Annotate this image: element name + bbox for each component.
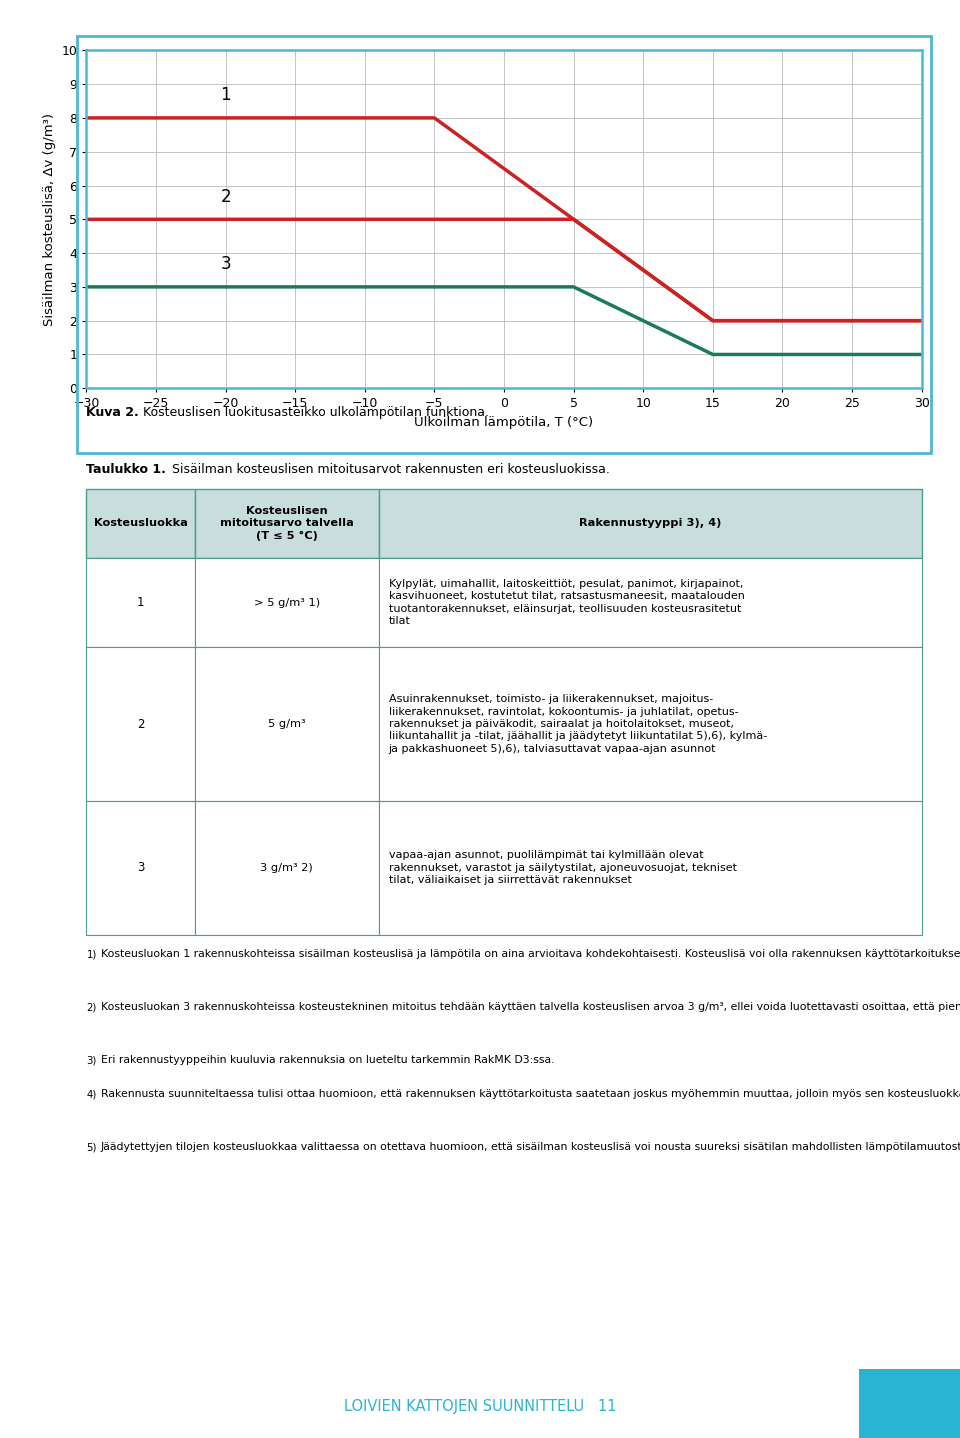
Text: Sisäilman kosteuslisen mitoitusarvot rakennusten eri kosteusluokissa.: Sisäilman kosteuslisen mitoitusarvot rak… [168, 463, 610, 476]
Text: 4): 4) [86, 1090, 97, 1099]
Bar [378, 558, 922, 647]
Text: Kuva 2.: Kuva 2. [86, 406, 139, 418]
Y-axis label: Sisäilman kosteuslisä, Δv (g/m³): Sisäilman kosteuslisä, Δv (g/m³) [43, 112, 56, 326]
Text: > 5 g/m³ 1): > 5 g/m³ 1) [253, 598, 320, 608]
Text: 3: 3 [137, 861, 144, 874]
X-axis label: Ulkoilman lämpötila, T (°C): Ulkoilman lämpötila, T (°C) [415, 416, 593, 429]
Bar [378, 801, 922, 935]
Text: Kosteuslisen
mitoitusarvo talvella
(T ≤ 5 °C): Kosteuslisen mitoitusarvo talvella (T ≤ … [220, 506, 354, 541]
Text: 2): 2) [86, 1002, 97, 1012]
Text: 3): 3) [86, 1055, 97, 1066]
Text: 5): 5) [86, 1142, 97, 1152]
Text: 3: 3 [220, 256, 231, 273]
Bar [86, 558, 195, 647]
Bar [195, 647, 378, 801]
Text: Asuinrakennukset, toimisto- ja liikerakennukset, majoitus-
liikerakennukset, rav: Asuinrakennukset, toimisto- ja liikerake… [389, 695, 767, 754]
Text: Eri rakennustyyppeihin kuuluvia rakennuksia on lueteltu tarkemmin RakMK D3:ssa.: Eri rakennustyyppeihin kuuluvia rakennuk… [101, 1055, 554, 1066]
Text: 3 g/m³ 2): 3 g/m³ 2) [260, 863, 313, 873]
Text: 1: 1 [220, 86, 231, 105]
Text: Rakennusta suunniteltaessa tulisi ottaa huomioon, että rakennuksen käyttötarkoit: Rakennusta suunniteltaessa tulisi ottaa … [101, 1090, 960, 1099]
Text: 2: 2 [137, 718, 144, 731]
Bar [86, 647, 195, 801]
Bar [195, 801, 378, 935]
Text: vapaa-ajan asunnot, puolilämpimät tai kylmillään olevat
rakennukset, varastot ja: vapaa-ajan asunnot, puolilämpimät tai ky… [389, 850, 736, 886]
Text: Taulukko 1.: Taulukko 1. [86, 463, 166, 476]
Text: Rakennustyyppi 3), 4): Rakennustyyppi 3), 4) [579, 519, 721, 529]
Text: 1): 1) [86, 949, 97, 959]
Text: 5 g/m³: 5 g/m³ [268, 719, 305, 729]
Bar [195, 558, 378, 647]
Bar [378, 647, 922, 801]
Text: Kosteusluokka: Kosteusluokka [94, 519, 187, 529]
Text: LOIVIEN KATTOJEN SUUNNITTELU   11: LOIVIEN KATTOJEN SUUNNITTELU 11 [344, 1399, 616, 1414]
Text: Kosteuslisen luokitusasteikko ulkolämpötilan funktiona.: Kosteuslisen luokitusasteikko ulkolämpöt… [139, 406, 490, 418]
Text: Kosteusluokan 1 rakennuskohteissa sisäilman kosteuslisä ja lämpötila on aina arv: Kosteusluokan 1 rakennuskohteissa sisäil… [101, 949, 960, 959]
Bar [86, 489, 195, 558]
Bar [195, 489, 378, 558]
Text: Kylpylät, uimahallit, laitoskeittiöt, pesulat, panimot, kirjapainot,
kasvihuonee: Kylpylät, uimahallit, laitoskeittiöt, pe… [389, 580, 745, 626]
Bar [378, 489, 922, 558]
Text: Kosteusluokan 3 rakennuskohteissa kosteustekninen mitoitus tehdään käyttäen talv: Kosteusluokan 3 rakennuskohteissa kosteu… [101, 1002, 960, 1012]
Bar [86, 801, 195, 935]
Text: 2: 2 [220, 188, 231, 206]
Text: Jäädytettyjen tilojen kosteusluokkaa valittaessa on otettava huomioon, että sisä: Jäädytettyjen tilojen kosteusluokkaa val… [101, 1142, 960, 1152]
Text: 1: 1 [137, 597, 144, 610]
